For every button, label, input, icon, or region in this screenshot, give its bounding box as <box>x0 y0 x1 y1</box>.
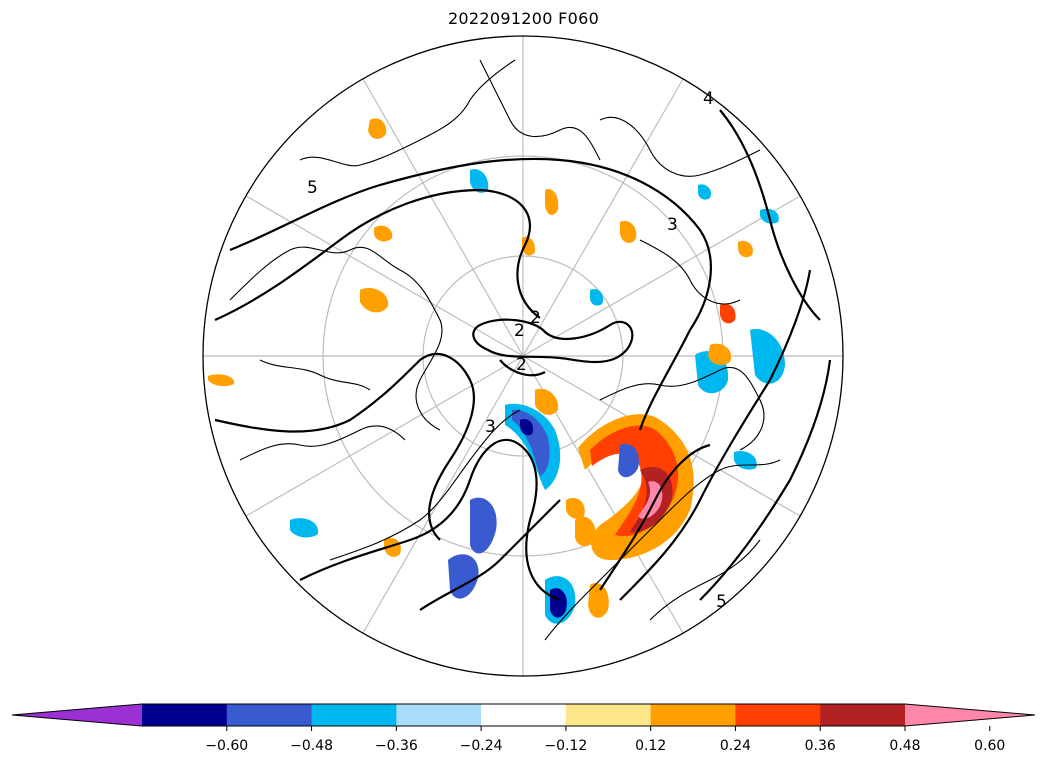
cold-anomaly <box>470 169 489 193</box>
colorbar-extend-high <box>905 704 1035 726</box>
cold-anomaly <box>750 329 785 384</box>
polar-map: 2 2 2 5 5 3 3 4 <box>202 35 844 677</box>
colorbar-tick-label: −0.24 <box>459 738 503 754</box>
warm-anomaly <box>384 537 401 557</box>
colorbar-tick-label: 0.60 <box>974 738 1006 754</box>
coastline <box>239 425 406 461</box>
colorbar-extend-low <box>12 704 142 726</box>
warm-anomaly <box>522 236 536 256</box>
plot-title: 2022091200 F060 <box>447 9 600 28</box>
cold-anomaly <box>290 518 319 538</box>
contour-label: 2 <box>516 355 527 375</box>
cold-anomaly <box>698 184 712 200</box>
contour-line <box>214 188 541 322</box>
colorbar-bin <box>481 704 567 726</box>
colorbar <box>11 703 1036 731</box>
contour-label: 2 <box>514 321 525 341</box>
warm-anomaly <box>360 287 389 313</box>
coastline <box>544 459 781 641</box>
contour-line <box>229 157 712 431</box>
cold-anomaly <box>618 443 639 478</box>
colorbar-outline <box>11 703 1036 727</box>
contour-label: 3 <box>667 215 678 235</box>
height-contours <box>214 109 832 611</box>
coastline <box>329 409 521 561</box>
colorbar-bin <box>226 704 313 726</box>
contour-line <box>599 443 711 591</box>
cold-anomaly <box>550 588 567 618</box>
colorbar-bin <box>142 704 228 726</box>
colorbar-tick-label: −0.12 <box>544 738 588 754</box>
coastline <box>649 539 761 621</box>
colorbar-tick-label: −0.36 <box>374 738 418 754</box>
contour-label: 5 <box>716 592 727 612</box>
contour-label: 4 <box>703 89 714 109</box>
coastline <box>479 59 601 161</box>
warm-anomaly <box>545 189 559 215</box>
contour-line <box>719 109 821 321</box>
colorbar-tick-label: 0.48 <box>889 738 921 754</box>
warm-anomaly <box>588 582 609 618</box>
warm-anomaly <box>535 388 559 415</box>
colorbar-bin <box>565 704 652 726</box>
colorbar-tick-label: 0.36 <box>804 738 836 754</box>
contour-line <box>499 359 546 377</box>
warm-anomaly <box>566 497 585 519</box>
warm-anomaly <box>638 481 663 519</box>
contour-line <box>299 438 561 602</box>
contour-line <box>419 499 561 611</box>
coastline <box>259 359 371 391</box>
colorbar-bin <box>650 704 736 726</box>
coastline <box>599 366 765 451</box>
contour-line <box>214 352 475 541</box>
colorbar-tick-label: 0.24 <box>719 738 752 754</box>
warm-anomaly <box>208 374 235 387</box>
coastline <box>299 59 516 167</box>
warm-anomaly <box>620 220 637 243</box>
coastline <box>599 116 761 177</box>
contour-label: 5 <box>307 178 318 198</box>
warm-anomaly <box>720 303 736 324</box>
coastline <box>229 246 443 431</box>
contour-label: 3 <box>485 417 496 437</box>
warm-anomaly <box>368 118 387 139</box>
colorbar-bin <box>820 704 906 726</box>
colorbar-bin <box>396 704 482 726</box>
contour-labels: 2 2 2 5 5 3 3 4 <box>307 89 727 612</box>
warm-anomaly <box>708 343 732 366</box>
colorbar-bin <box>311 704 397 726</box>
warm-anomaly <box>738 240 753 258</box>
contour-line <box>619 269 812 601</box>
colorbar-tick-label: −0.60 <box>205 738 249 754</box>
contour-label: 2 <box>530 308 541 328</box>
colorbar-bin <box>735 704 821 726</box>
warm-anomaly <box>575 516 596 547</box>
cold-anomaly <box>590 288 604 306</box>
map-boundary <box>202 35 844 677</box>
warm-anomaly <box>374 225 393 242</box>
cold-anomaly <box>520 418 534 436</box>
contour-line <box>472 318 634 363</box>
cold-anomaly <box>448 554 479 599</box>
anomaly-shading <box>208 118 785 624</box>
cold-anomaly <box>470 497 497 554</box>
colorbar-tick-label: −0.48 <box>290 738 333 754</box>
coastlines <box>229 59 781 641</box>
coastline <box>639 239 741 305</box>
colorbar-tick-label: 0.12 <box>635 738 667 754</box>
